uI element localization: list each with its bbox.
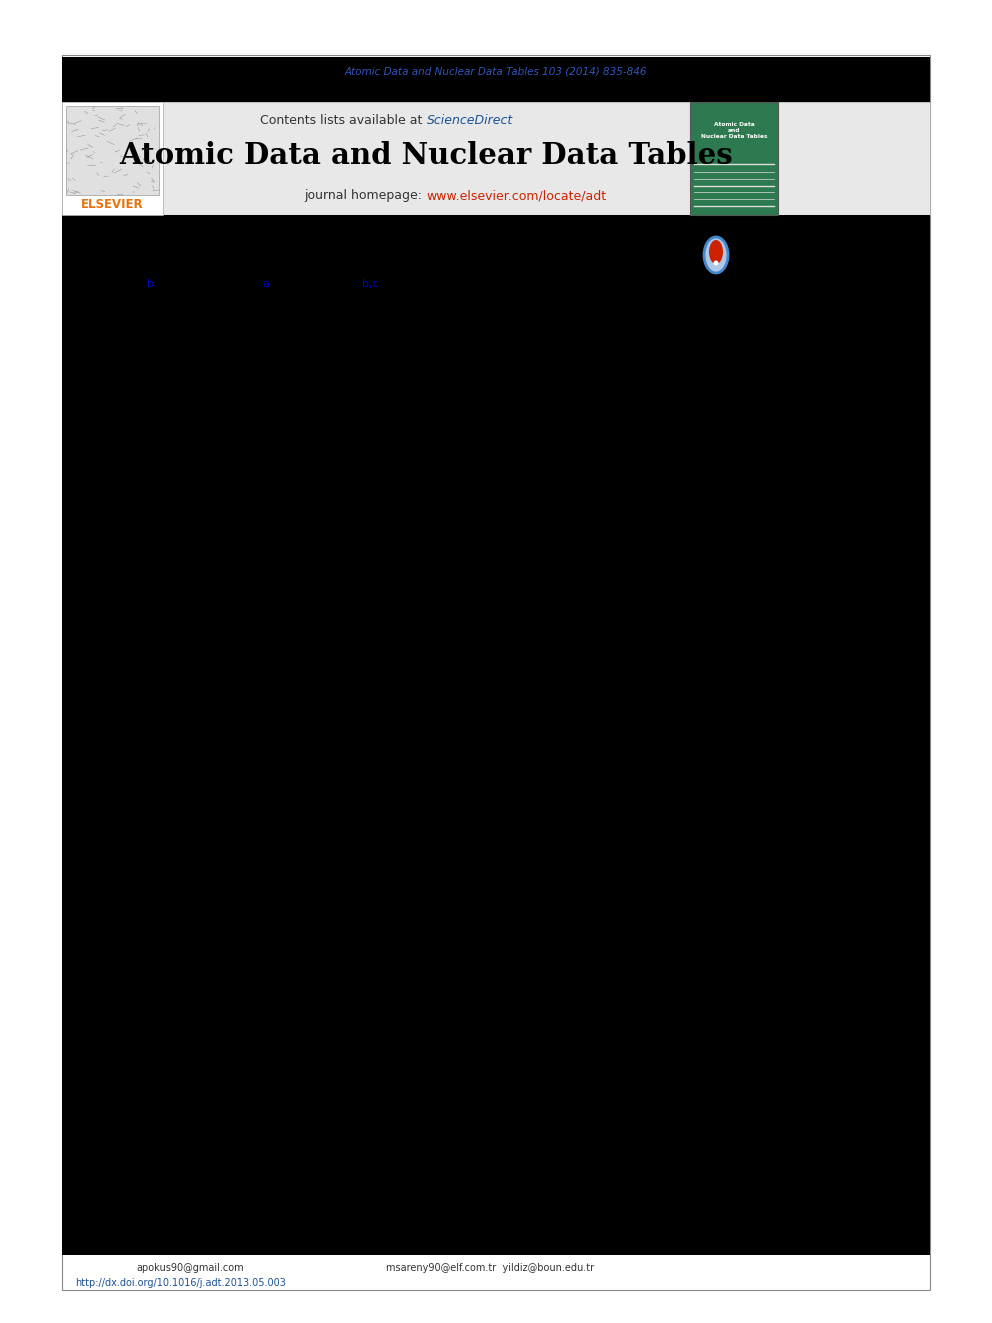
Bar	[66, 106, 159, 194]
Text: Atomic Data
and
Nuclear Data Tables: Atomic Data and Nuclear Data Tables	[700, 122, 767, 139]
Text: Contents lists available at: Contents lists available at	[260, 114, 427, 127]
Ellipse shape	[713, 261, 718, 266]
Text: msareny90@elf.com.tr  yildiz@boun.edu.tr: msareny90@elf.com.tr yildiz@boun.edu.tr	[386, 1263, 594, 1273]
Text: b: b	[147, 279, 154, 288]
Bar	[62, 57, 930, 102]
Bar	[62, 56, 930, 1290]
Text: http://dx.doi.org/10.1016/j.adt.2013.05.003: http://dx.doi.org/10.1016/j.adt.2013.05.…	[75, 1278, 286, 1289]
Text: Atomic Data and Nuclear Data Tables 103 (2014) 835-846: Atomic Data and Nuclear Data Tables 103 …	[345, 67, 647, 77]
Ellipse shape	[704, 237, 728, 273]
Text: a: a	[263, 279, 270, 288]
Bar	[62, 102, 163, 216]
Bar	[62, 216, 930, 1256]
Text: ELSEVIER: ELSEVIER	[81, 197, 144, 210]
Text: b,c: b,c	[362, 279, 378, 288]
Text: apokus90@gmail.com: apokus90@gmail.com	[136, 1263, 244, 1273]
Text: ScienceDirect: ScienceDirect	[427, 114, 513, 127]
Text: www.elsevier.com/locate/adt: www.elsevier.com/locate/adt	[427, 189, 607, 202]
Ellipse shape	[709, 239, 723, 265]
Bar	[690, 102, 778, 216]
Bar	[62, 102, 930, 216]
Text: journal homepage:: journal homepage:	[305, 189, 427, 202]
Text: Atomic Data and Nuclear Data Tables: Atomic Data and Nuclear Data Tables	[120, 140, 733, 169]
